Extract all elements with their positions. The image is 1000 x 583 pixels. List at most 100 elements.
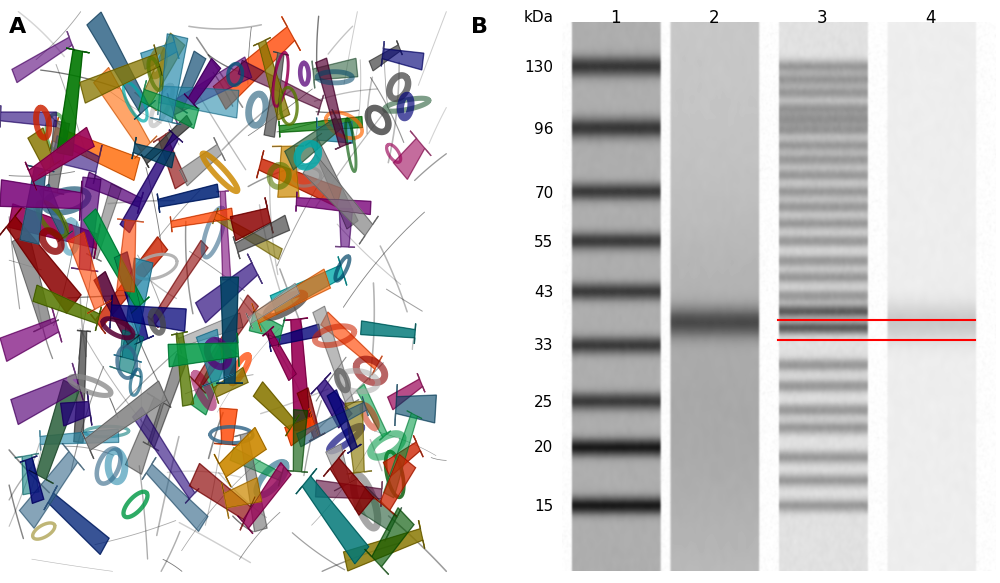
Polygon shape (238, 462, 291, 534)
Polygon shape (357, 384, 391, 440)
Polygon shape (120, 130, 183, 233)
Polygon shape (0, 208, 81, 313)
Text: A: A (9, 17, 26, 37)
Text: kDa: kDa (524, 10, 554, 25)
Polygon shape (29, 380, 80, 483)
Polygon shape (253, 382, 299, 436)
Polygon shape (157, 184, 219, 213)
Polygon shape (238, 60, 324, 115)
Text: 43: 43 (534, 285, 554, 300)
Polygon shape (41, 121, 69, 194)
Polygon shape (168, 333, 239, 367)
Polygon shape (365, 508, 414, 574)
Polygon shape (214, 408, 240, 445)
Polygon shape (270, 257, 347, 315)
Polygon shape (74, 331, 91, 442)
Polygon shape (272, 146, 304, 197)
Polygon shape (285, 109, 345, 170)
Polygon shape (141, 115, 192, 168)
Polygon shape (180, 138, 225, 186)
Polygon shape (311, 373, 352, 428)
Polygon shape (211, 367, 248, 403)
Polygon shape (12, 234, 59, 332)
Polygon shape (234, 431, 267, 532)
Polygon shape (81, 381, 167, 459)
Polygon shape (139, 80, 199, 128)
Text: 20: 20 (534, 440, 554, 455)
Polygon shape (57, 48, 90, 156)
Polygon shape (373, 455, 416, 517)
Polygon shape (355, 486, 402, 541)
Polygon shape (326, 444, 357, 491)
Polygon shape (142, 457, 208, 532)
Polygon shape (133, 407, 199, 503)
Polygon shape (141, 35, 179, 69)
Polygon shape (84, 209, 149, 314)
Polygon shape (296, 192, 371, 215)
Polygon shape (305, 134, 358, 229)
Polygon shape (28, 128, 61, 175)
Polygon shape (117, 219, 144, 292)
Text: 96: 96 (534, 121, 554, 136)
Polygon shape (384, 411, 422, 498)
Polygon shape (327, 390, 361, 454)
Polygon shape (94, 272, 140, 348)
Polygon shape (94, 68, 157, 159)
Polygon shape (315, 480, 382, 507)
Polygon shape (158, 73, 239, 118)
Polygon shape (191, 338, 237, 415)
Polygon shape (213, 208, 282, 259)
Polygon shape (316, 58, 351, 149)
Polygon shape (361, 321, 416, 344)
Polygon shape (86, 184, 121, 261)
Polygon shape (150, 34, 188, 125)
Polygon shape (132, 137, 175, 168)
Polygon shape (19, 444, 84, 528)
Polygon shape (68, 232, 111, 313)
Polygon shape (51, 136, 102, 184)
Polygon shape (114, 258, 153, 362)
Polygon shape (283, 318, 311, 431)
Text: B: B (471, 17, 488, 37)
Polygon shape (249, 311, 285, 347)
Text: 4: 4 (925, 9, 936, 27)
Polygon shape (0, 307, 62, 361)
Polygon shape (214, 427, 266, 487)
Polygon shape (40, 429, 119, 451)
Polygon shape (11, 363, 83, 424)
Polygon shape (345, 401, 372, 474)
Polygon shape (170, 51, 206, 113)
Text: 2: 2 (709, 9, 719, 27)
Text: 70: 70 (534, 185, 554, 201)
Polygon shape (230, 198, 273, 241)
Polygon shape (268, 324, 321, 352)
Polygon shape (0, 180, 82, 220)
Polygon shape (395, 384, 436, 426)
Polygon shape (196, 329, 233, 387)
Polygon shape (317, 118, 352, 150)
Polygon shape (217, 191, 231, 280)
Polygon shape (264, 52, 289, 137)
Polygon shape (253, 37, 290, 120)
Polygon shape (25, 128, 94, 190)
Polygon shape (321, 312, 382, 375)
Polygon shape (167, 57, 252, 124)
Polygon shape (12, 31, 74, 83)
Polygon shape (80, 45, 162, 103)
Polygon shape (177, 313, 243, 353)
Polygon shape (91, 237, 168, 334)
Polygon shape (303, 154, 378, 244)
Polygon shape (213, 16, 300, 109)
Polygon shape (71, 177, 101, 272)
Polygon shape (61, 391, 92, 426)
Polygon shape (287, 410, 308, 472)
Polygon shape (143, 354, 187, 451)
Polygon shape (381, 41, 424, 70)
Polygon shape (9, 204, 100, 259)
Polygon shape (393, 131, 431, 180)
Polygon shape (222, 477, 262, 518)
Polygon shape (153, 131, 187, 189)
Polygon shape (20, 165, 54, 244)
Polygon shape (230, 448, 284, 486)
Polygon shape (50, 117, 140, 180)
